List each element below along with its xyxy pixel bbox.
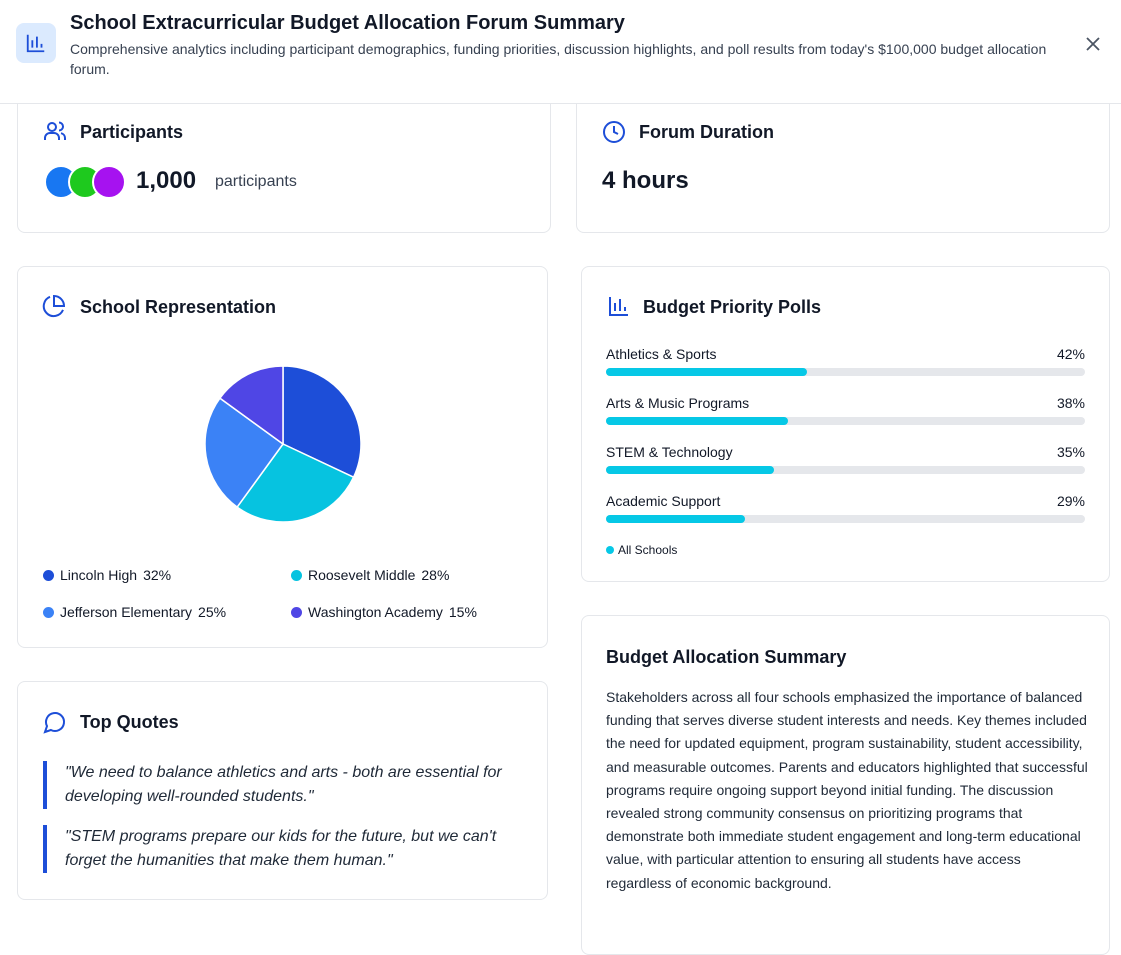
summary-card: Budget Allocation Summary Stakeholders a… xyxy=(581,615,1110,955)
legend-value: 28% xyxy=(421,567,450,583)
legend-label: Lincoln High xyxy=(60,567,138,583)
duration-value: 4 hours xyxy=(602,167,689,194)
poll-value: 35% xyxy=(1056,444,1085,460)
card-title: Top Quotes xyxy=(80,712,179,732)
legend-item: Lincoln High 32% xyxy=(43,567,171,583)
poll-value: 38% xyxy=(1056,395,1085,411)
participants-card: Participants 1,000 participants xyxy=(17,80,551,233)
header-title: School Extracurricular Budget Allocation… xyxy=(70,12,625,34)
pie-slice xyxy=(218,365,284,446)
bar xyxy=(606,417,789,425)
bar-track xyxy=(606,466,1085,474)
pie-slice xyxy=(282,365,362,479)
summary-text: Stakeholders across all four schools emp… xyxy=(606,689,1088,891)
legend-value: 25% xyxy=(198,604,227,620)
bar xyxy=(606,368,808,376)
clock-icon xyxy=(603,121,625,143)
legend-swatch xyxy=(291,569,302,581)
legend-label: Jefferson Elementary xyxy=(60,604,193,620)
legend-item: Jefferson Elementary 25% xyxy=(43,604,226,620)
poll-label: STEM & Technology xyxy=(606,444,733,460)
header-icon-bg xyxy=(16,23,56,63)
poll-label: Arts & Music Programs xyxy=(606,395,750,411)
legend-swatch xyxy=(43,569,54,581)
legend-swatch xyxy=(291,606,302,618)
bar xyxy=(606,515,745,523)
poll-label: Academic Support xyxy=(606,493,721,509)
quote: "We need to balance athletics and arts -… xyxy=(43,761,535,809)
legend-swatch xyxy=(43,606,54,618)
card-title: Forum Duration xyxy=(639,122,774,142)
polls-card: Budget Priority Polls Athletics & Sports… xyxy=(581,266,1110,582)
bar-track xyxy=(606,368,1085,376)
message-icon xyxy=(43,712,65,734)
poll-label: Athletics & Sports xyxy=(606,346,717,362)
legend-label: All Schools xyxy=(618,543,678,557)
quote: "STEM programs prepare our kids for the … xyxy=(43,825,535,873)
bar-track xyxy=(606,515,1085,523)
avatar xyxy=(92,165,126,199)
pie-card: School Representation Lincoln High 32% Roo… xyxy=(17,266,548,648)
card-title: Participants xyxy=(80,122,184,142)
users-icon xyxy=(44,121,66,140)
card-title: Budget Priority Polls xyxy=(643,297,822,317)
legend-label: Washington Academy xyxy=(308,604,443,620)
quotes-card: Top Quotes "We need to balance athletics… xyxy=(17,681,548,900)
legend-value: 32% xyxy=(143,567,172,583)
poll-value: 42% xyxy=(1056,346,1085,362)
bar-icon xyxy=(609,297,628,316)
legend: All Schools xyxy=(606,543,677,557)
legend-swatch xyxy=(606,546,614,554)
legend-item: Roosevelt Middle 28% xyxy=(291,567,449,583)
close-button[interactable] xyxy=(1084,35,1102,53)
poll-value: 29% xyxy=(1056,493,1085,509)
card-title: Budget Allocation Summary xyxy=(606,647,847,667)
bar xyxy=(606,466,774,474)
participant-unit: participants xyxy=(215,173,297,190)
pie-chart xyxy=(204,365,362,523)
card-title: School Representation xyxy=(80,297,277,317)
chart-icon xyxy=(26,34,45,53)
pie-icon xyxy=(42,294,66,317)
header: School Extracurricular Budget Allocation… xyxy=(0,0,1121,104)
pie-slice xyxy=(236,443,355,523)
legend-label: Roosevelt Middle xyxy=(308,567,416,583)
pie-slice xyxy=(204,397,285,509)
header-subtitle: Comprehensive analytics including partic… xyxy=(70,41,1047,77)
duration-card: Forum Duration 4 hours xyxy=(576,80,1110,233)
legend-item: Washington Academy 15% xyxy=(291,604,477,620)
participant-count: 1,000 xyxy=(136,167,197,194)
legend-value: 15% xyxy=(448,604,477,620)
bar-track xyxy=(606,417,1085,425)
